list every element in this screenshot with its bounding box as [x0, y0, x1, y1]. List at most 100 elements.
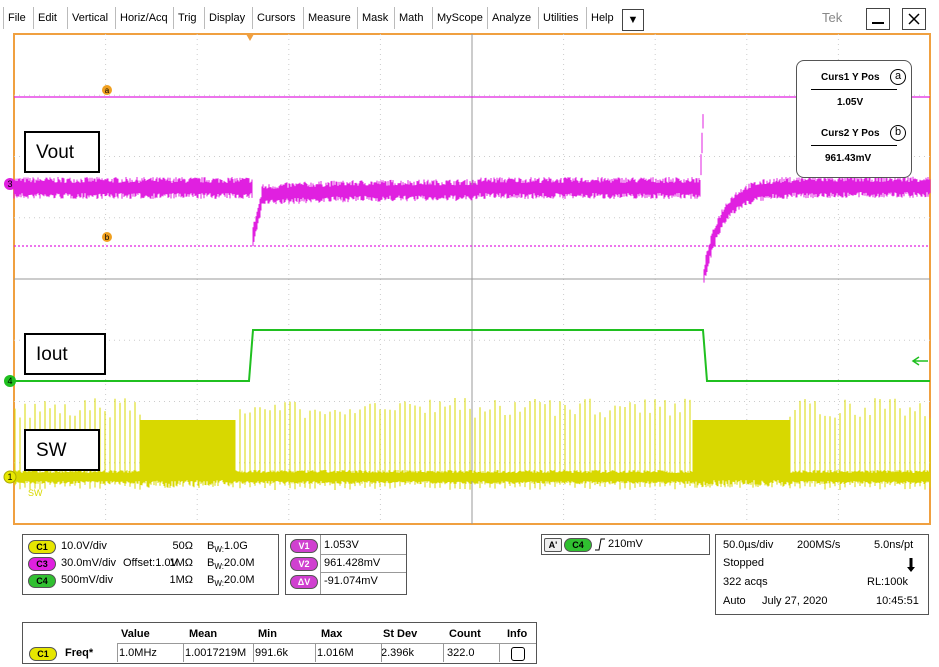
waveform-display: a b 3 4 1 SW [3, 33, 931, 525]
acq-mode: Auto [723, 595, 746, 607]
menu-item[interactable]: Trig [178, 12, 197, 24]
divider [183, 644, 184, 662]
close-button[interactable] [902, 8, 926, 30]
cursor-b-label: b [105, 233, 110, 242]
bw-symbol: B [207, 557, 215, 569]
sw-label: SW [24, 429, 100, 471]
channel-termination: 1MΩ [169, 574, 193, 586]
menu-item[interactable]: Vertical [72, 12, 109, 24]
divider [253, 644, 254, 662]
readout-badge: V2 [290, 557, 318, 571]
measurement-cell: 1.0MHz [119, 647, 157, 659]
info-icon[interactable] [511, 647, 525, 661]
ch3-marker [4, 178, 16, 190]
menu-item[interactable]: Utilities [543, 12, 579, 24]
menu-separator [33, 7, 34, 29]
menu-item[interactable]: Math [399, 12, 424, 24]
column-header: Mean [189, 628, 218, 640]
curs1-value: 1.05V [837, 97, 864, 108]
measurement-panel: Value Mean Min Max St Dev Count Info C1 Freq* 1.0… [22, 622, 537, 664]
menu-item[interactable]: Mask [362, 12, 389, 24]
menu-item[interactable]: Help [591, 12, 614, 24]
stop-icon [907, 558, 915, 572]
readout-badge: V1 [290, 539, 318, 553]
column-header: Count [449, 628, 481, 640]
menu-separator [204, 7, 205, 29]
curs1-label: Curs1 Y Pos [821, 72, 880, 83]
menu-item[interactable]: Edit [38, 12, 57, 24]
minimize-button[interactable] [866, 8, 890, 30]
curs2-marker: b [890, 125, 906, 141]
bw-sub: W: [214, 562, 224, 572]
menu-item[interactable]: Horiz/Acq [120, 12, 168, 24]
menu-dropdown[interactable]: ▼ [622, 9, 644, 31]
ch4-marker [4, 375, 16, 387]
sw-tag: SW [28, 488, 43, 498]
ch4-marker-label: 4 [7, 376, 12, 386]
divider [381, 644, 382, 662]
menu-separator [357, 7, 358, 29]
column-header: Max [321, 628, 343, 640]
readout-badge: ΔV [290, 575, 318, 589]
trigger-slope [595, 538, 605, 551]
divider [320, 554, 406, 555]
menu-separator [303, 7, 304, 29]
curs2-value: 961.43mV [825, 153, 872, 164]
menu-separator [252, 7, 253, 29]
trigger-level-arrow [911, 356, 928, 366]
channel-termination: 1MΩ [169, 557, 193, 569]
menu-separator [115, 7, 116, 29]
measurement-cell: 1.0017219M [185, 647, 247, 659]
channel-bandwidth: BW:20.0M [207, 557, 255, 571]
record-length: RL:100k [867, 576, 908, 588]
time: 10:45:51 [876, 595, 919, 607]
bw-symbol: B [207, 540, 215, 552]
measurement-cell: 322.0 [447, 647, 475, 659]
channel-scale: 500mV/div [61, 574, 113, 586]
measurement-cell: 2.396k [381, 647, 415, 659]
menu-item[interactable]: Analyze [492, 12, 532, 24]
channel-badge: C1 [28, 540, 56, 554]
menu-item[interactable]: MyScope [437, 12, 483, 24]
divider [811, 89, 897, 90]
menu-item[interactable]: Measure [308, 12, 351, 24]
vout-label: Vout [24, 131, 100, 173]
menu-separator [3, 7, 4, 29]
menu-separator [586, 7, 587, 29]
time-div: 50.0µs/div [723, 539, 774, 551]
bw-value: 20.0M [223, 557, 255, 569]
bw-symbol: B [207, 574, 215, 586]
channel-offset: Offset:1.0V [123, 557, 178, 569]
acq-count: 322 acqs [723, 576, 768, 588]
menu-item[interactable]: Display [209, 12, 246, 24]
bw-value: 20.0M [223, 574, 255, 586]
cursor-readout-panel: V1 1.053V V2 961.428mV ΔV -91.074mV [285, 534, 407, 595]
trigger-position [246, 34, 254, 41]
ch3-marker-label: 3 [7, 179, 12, 189]
measurement-cell: 1.016M [317, 647, 354, 659]
divider [320, 572, 406, 573]
sw-trace [13, 398, 931, 490]
menu-separator [173, 7, 174, 29]
trigger-panel: A' C4 210mV [541, 534, 710, 555]
divider [117, 643, 536, 644]
menu-separator [67, 7, 68, 29]
row-channel: C1 [29, 647, 57, 661]
divider [320, 535, 321, 594]
readout-value: 961.428mV [324, 557, 381, 569]
menu-item[interactable]: File [8, 12, 26, 24]
column-header: Min [258, 628, 277, 640]
vout-trace [13, 114, 931, 283]
channel-scale: 30.0mV/div [61, 557, 117, 569]
curs1-marker: a [890, 69, 906, 85]
acq-state: Stopped [723, 557, 764, 569]
divider [443, 644, 444, 662]
readout-value: -91.074mV [324, 575, 378, 587]
logo: Tek [822, 10, 843, 25]
resolution: 5.0ns/pt [874, 539, 914, 551]
menu-separator [487, 7, 488, 29]
menu-item[interactable]: Cursors [257, 12, 296, 24]
channel-badge: C3 [28, 557, 56, 571]
trigger-level: 210mV [608, 538, 643, 550]
